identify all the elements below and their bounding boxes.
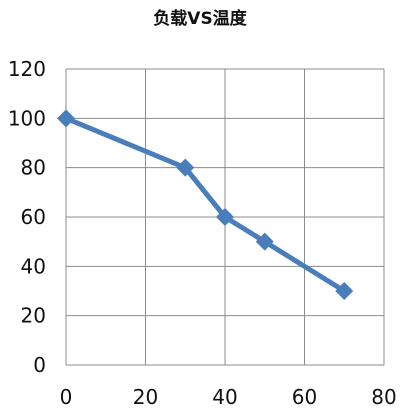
data-point-marker <box>335 282 354 300</box>
y-tick-label: 100 <box>8 106 46 130</box>
y-axis-ticks: 0 20 40 60 80 100 120 <box>8 57 46 377</box>
series-group <box>57 109 354 300</box>
x-tick-label: 80 <box>371 385 396 409</box>
y-tick-label: 20 <box>21 304 46 328</box>
y-tick-label: 80 <box>21 156 46 180</box>
data-point-marker <box>176 158 195 177</box>
y-tick-label: 40 <box>21 254 46 278</box>
data-point-marker <box>57 109 75 128</box>
x-tick-label: 20 <box>133 385 158 409</box>
y-tick-label: 120 <box>8 57 46 81</box>
series-line <box>63 115 347 294</box>
data-point-marker <box>216 208 234 226</box>
x-tick-label: 60 <box>292 385 317 409</box>
chart-title: 负载VS温度 <box>153 8 247 29</box>
data-point-marker <box>255 232 274 251</box>
y-tick-label: 0 <box>33 353 46 377</box>
x-tick-label: 40 <box>212 385 237 409</box>
y-tick-label: 60 <box>21 205 46 229</box>
x-tick-label: 0 <box>60 385 73 409</box>
x-axis-ticks: 0 20 40 60 80 <box>60 385 397 409</box>
grid <box>66 68 385 365</box>
